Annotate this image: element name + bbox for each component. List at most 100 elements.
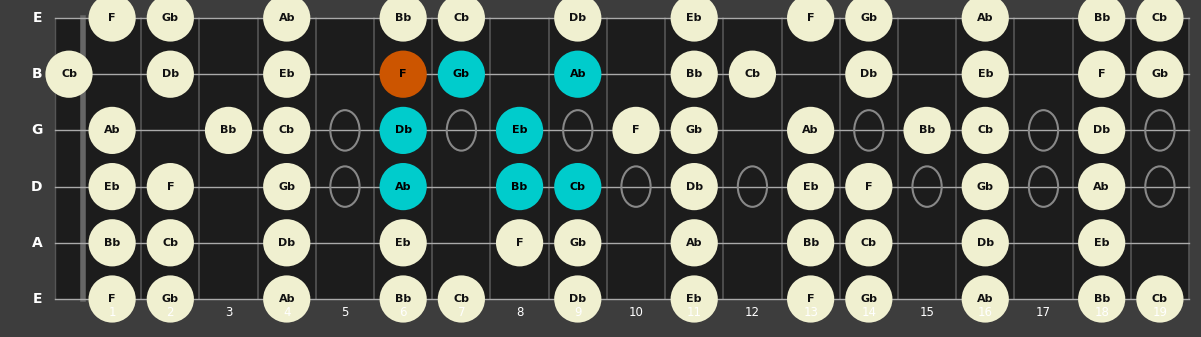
Text: F: F: [632, 125, 640, 135]
Ellipse shape: [1078, 51, 1125, 98]
Text: Eb: Eb: [687, 294, 701, 304]
Text: Gb: Gb: [860, 294, 878, 304]
Text: Db: Db: [569, 294, 586, 304]
Text: 10: 10: [628, 306, 644, 319]
Text: Db: Db: [1093, 125, 1110, 135]
Ellipse shape: [263, 163, 310, 210]
Ellipse shape: [1136, 0, 1183, 41]
Text: Bb: Bb: [1094, 294, 1110, 304]
Text: Bb: Bb: [221, 125, 237, 135]
Text: Db: Db: [569, 13, 586, 23]
Ellipse shape: [903, 107, 951, 154]
Ellipse shape: [1136, 51, 1183, 98]
Text: Db: Db: [395, 125, 412, 135]
Ellipse shape: [263, 107, 310, 154]
Ellipse shape: [962, 51, 1009, 98]
Text: Eb: Eb: [279, 69, 294, 79]
Ellipse shape: [670, 163, 718, 210]
Ellipse shape: [496, 163, 543, 210]
Ellipse shape: [1078, 163, 1125, 210]
Ellipse shape: [380, 107, 426, 154]
Ellipse shape: [962, 275, 1009, 323]
Ellipse shape: [554, 0, 602, 41]
Ellipse shape: [554, 219, 602, 267]
Text: Gb: Gb: [569, 238, 586, 248]
Ellipse shape: [1078, 107, 1125, 154]
Text: Gb: Gb: [279, 182, 295, 192]
Text: 1: 1: [108, 306, 115, 319]
Text: Eb: Eb: [512, 125, 527, 135]
Text: Cb: Cb: [61, 69, 77, 79]
Text: F: F: [108, 13, 115, 23]
Text: Bb: Bb: [686, 69, 703, 79]
Text: 4: 4: [283, 306, 291, 319]
Text: F: F: [108, 294, 115, 304]
Ellipse shape: [263, 0, 310, 41]
Text: 7: 7: [458, 306, 465, 319]
Text: Ab: Ab: [279, 294, 295, 304]
Text: Ab: Ab: [976, 294, 993, 304]
Text: Gb: Gb: [162, 13, 179, 23]
Text: Db: Db: [279, 238, 295, 248]
Text: 6: 6: [400, 306, 407, 319]
Ellipse shape: [1136, 275, 1183, 323]
Text: 17: 17: [1036, 306, 1051, 319]
Ellipse shape: [787, 107, 835, 154]
Ellipse shape: [613, 107, 659, 154]
Ellipse shape: [846, 275, 892, 323]
Text: Ab: Ab: [279, 13, 295, 23]
Ellipse shape: [846, 51, 892, 98]
Text: Eb: Eb: [687, 13, 701, 23]
Ellipse shape: [147, 0, 193, 41]
Text: Eb: Eb: [1094, 238, 1110, 248]
Text: 18: 18: [1094, 306, 1109, 319]
Ellipse shape: [89, 0, 136, 41]
Ellipse shape: [846, 163, 892, 210]
Ellipse shape: [670, 51, 718, 98]
Ellipse shape: [787, 219, 835, 267]
Ellipse shape: [380, 0, 426, 41]
Text: Cb: Cb: [453, 294, 470, 304]
Text: Gb: Gb: [453, 69, 470, 79]
Text: Bb: Bb: [919, 125, 936, 135]
Text: Gb: Gb: [686, 125, 703, 135]
Text: Ab: Ab: [1093, 182, 1110, 192]
Ellipse shape: [962, 0, 1009, 41]
Text: G: G: [31, 123, 43, 137]
Ellipse shape: [147, 219, 193, 267]
Text: Bb: Bb: [104, 238, 120, 248]
Text: Gb: Gb: [162, 294, 179, 304]
Ellipse shape: [554, 163, 602, 210]
Ellipse shape: [496, 219, 543, 267]
Text: Cb: Cb: [978, 125, 993, 135]
Ellipse shape: [846, 219, 892, 267]
Text: 9: 9: [574, 306, 581, 319]
Ellipse shape: [787, 163, 835, 210]
Text: Ab: Ab: [976, 13, 993, 23]
Ellipse shape: [1078, 219, 1125, 267]
Ellipse shape: [670, 275, 718, 323]
Text: 12: 12: [745, 306, 760, 319]
Ellipse shape: [787, 275, 835, 323]
Ellipse shape: [89, 275, 136, 323]
Text: 16: 16: [978, 306, 993, 319]
Text: Db: Db: [976, 238, 993, 248]
Ellipse shape: [1078, 0, 1125, 41]
Ellipse shape: [380, 275, 426, 323]
Text: A: A: [31, 236, 42, 250]
Text: Db: Db: [162, 69, 179, 79]
Text: F: F: [865, 182, 873, 192]
Ellipse shape: [263, 219, 310, 267]
Text: Cb: Cb: [162, 238, 178, 248]
Text: Eb: Eb: [978, 69, 993, 79]
FancyBboxPatch shape: [55, 18, 1189, 299]
Text: Ab: Ab: [103, 125, 120, 135]
Ellipse shape: [147, 275, 193, 323]
Text: 5: 5: [341, 306, 348, 319]
Text: Cb: Cb: [1152, 13, 1167, 23]
Text: Eb: Eb: [104, 182, 120, 192]
Text: Cb: Cb: [861, 238, 877, 248]
Text: Db: Db: [860, 69, 878, 79]
Text: Bb: Bb: [395, 13, 411, 23]
Text: F: F: [515, 238, 524, 248]
